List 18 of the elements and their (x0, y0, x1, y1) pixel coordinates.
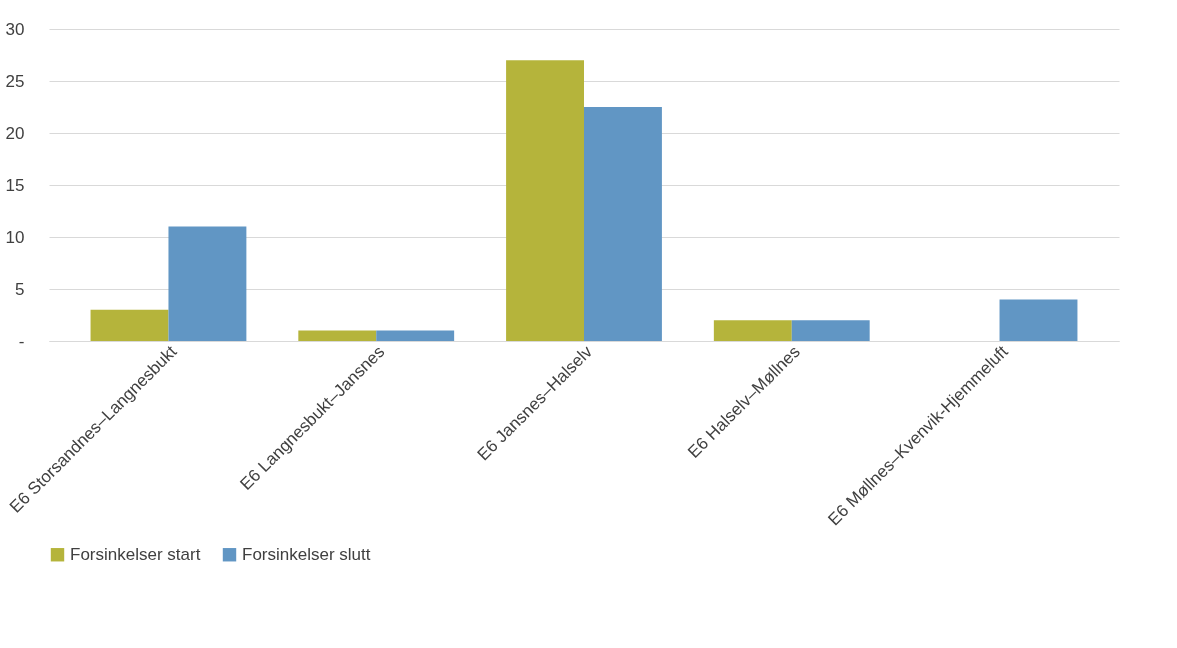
bar (376, 330, 455, 341)
y-tick-label: 5 (15, 279, 25, 299)
bar (90, 309, 169, 341)
bar (999, 299, 1078, 341)
legend-label: Forsinkelser slutt (242, 544, 371, 564)
bar (168, 226, 247, 341)
y-tick-label: 10 (5, 227, 25, 247)
bar (584, 107, 662, 341)
bar (713, 320, 792, 341)
y-tick-label: 20 (5, 123, 25, 143)
bar (298, 330, 377, 341)
legend-label: Forsinkelser start (70, 544, 201, 564)
y-tick-label: - (18, 331, 25, 351)
bar (791, 320, 870, 341)
y-tick-label: 30 (5, 19, 25, 39)
y-tick-label: 25 (5, 71, 25, 91)
bar (506, 60, 584, 341)
y-tick-label: 15 (5, 175, 25, 195)
